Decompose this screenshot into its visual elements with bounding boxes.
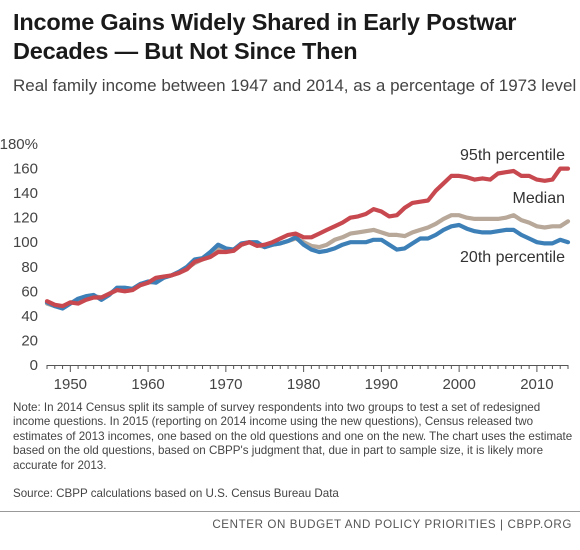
footer-divider bbox=[0, 511, 580, 512]
x-tick-label: 2000 bbox=[442, 376, 475, 393]
y-tick-label: 60 bbox=[21, 283, 38, 300]
series-labels: 95th percentile Median 20th percentile bbox=[460, 147, 565, 266]
x-tick-label: 1950 bbox=[54, 376, 87, 393]
series-lines bbox=[44, 166, 571, 311]
x-tick-label: 2010 bbox=[520, 376, 553, 393]
y-tick-label: 20 bbox=[21, 332, 38, 349]
y-tick-label: 40 bbox=[21, 308, 38, 325]
y-tick-label: 100 bbox=[13, 234, 38, 251]
chart-subtitle: Real family income between 1947 and 2014… bbox=[13, 76, 577, 95]
y-tick-label: 120 bbox=[13, 210, 38, 227]
x-tick-label: 1960 bbox=[131, 376, 164, 393]
chart-title: Income Gains Widely Shared in Early Post… bbox=[13, 9, 517, 64]
y-tick-label: 80 bbox=[21, 259, 38, 276]
chart-source: Source: CBPP calculations based on U.S. … bbox=[13, 487, 339, 500]
x-tick-label: 1980 bbox=[287, 376, 320, 393]
y-tick-label: 0 bbox=[30, 357, 38, 374]
x-tick-label: 1990 bbox=[365, 376, 398, 393]
y-tick-label: 140 bbox=[13, 185, 38, 202]
x-axis: 1950 1960 1970 1980 1990 2000 2010 bbox=[46, 365, 569, 393]
y-axis: 0 20 40 60 80 100 120 140 160 180% bbox=[0, 136, 38, 374]
series-label: 20th percentile bbox=[460, 249, 565, 266]
y-tick-label: 160 bbox=[13, 161, 38, 178]
org-credit: CENTER ON BUDGET AND POLICY PRIORITIES |… bbox=[212, 518, 572, 531]
series-label: 95th percentile bbox=[460, 147, 565, 164]
chart-note: Note: In 2014 Census split its sample of… bbox=[13, 401, 573, 472]
x-tick-label: 1970 bbox=[209, 376, 242, 393]
series-line-95th-percentile bbox=[44, 166, 571, 309]
y-tick-label: 180% bbox=[0, 136, 38, 153]
series-label: Median bbox=[513, 190, 565, 207]
